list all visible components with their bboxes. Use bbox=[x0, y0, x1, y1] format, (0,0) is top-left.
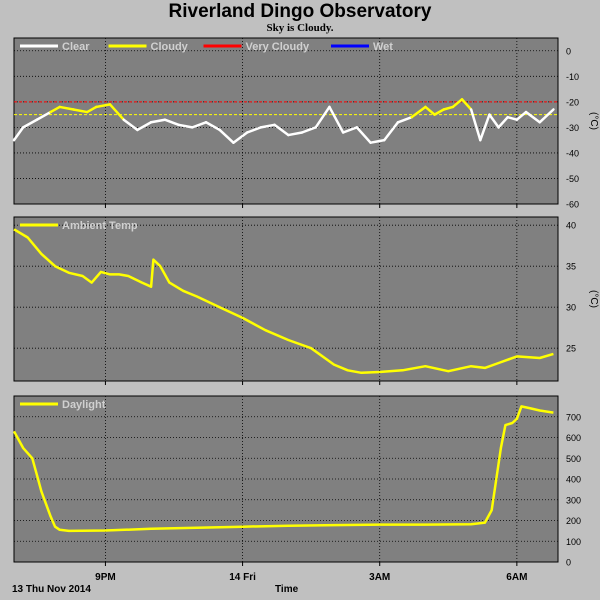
series-segment bbox=[479, 113, 491, 142]
series-segment bbox=[273, 123, 290, 137]
page-title: Riverland Dingo Observatory bbox=[168, 1, 432, 22]
y-tick-label: 35 bbox=[566, 262, 576, 272]
series-segment bbox=[218, 128, 235, 144]
y-tick-label: 400 bbox=[566, 475, 581, 485]
series-segment bbox=[204, 121, 221, 132]
x-axis-title: Time bbox=[275, 584, 299, 595]
y-tick-label: 300 bbox=[566, 495, 581, 505]
y-tick-label: 600 bbox=[566, 433, 581, 443]
series-segment bbox=[108, 103, 125, 121]
series-segment bbox=[469, 108, 482, 142]
y-tick-label: 30 bbox=[566, 303, 576, 313]
legend-label: Very Cloudy bbox=[246, 41, 310, 53]
series-line-daylight bbox=[12, 405, 554, 533]
y-tick-label: 25 bbox=[566, 344, 576, 354]
y-axis-label: (°C) bbox=[588, 290, 599, 308]
legend-label: Clear bbox=[62, 41, 90, 53]
series-segment bbox=[287, 131, 304, 137]
series-segment bbox=[95, 103, 112, 109]
series-segment bbox=[191, 121, 208, 129]
y-tick-label: -60 bbox=[566, 200, 579, 210]
series-segment bbox=[12, 126, 25, 142]
series-segment bbox=[442, 105, 455, 111]
legend-label: Wet bbox=[373, 41, 393, 53]
y-tick-label: 100 bbox=[566, 537, 581, 547]
series-segment bbox=[314, 105, 331, 129]
series-segment bbox=[451, 98, 464, 109]
y-axis-label: (°C) bbox=[588, 112, 599, 130]
series-segment bbox=[497, 115, 509, 129]
series-segment bbox=[49, 105, 61, 114]
legend-label: Cloudy bbox=[151, 41, 189, 53]
x-tick-label: 6AM bbox=[506, 572, 527, 583]
plot-area-sky bbox=[13, 37, 559, 205]
series-segment bbox=[515, 110, 528, 121]
y-tick-label: -10 bbox=[566, 72, 579, 82]
series-segment bbox=[232, 131, 249, 144]
series-segment bbox=[369, 138, 386, 144]
series-segment bbox=[177, 123, 194, 129]
legend-label: Ambient Temp bbox=[62, 220, 138, 232]
series-segment bbox=[122, 118, 139, 132]
series-segment bbox=[245, 126, 263, 134]
series-segment bbox=[72, 108, 89, 114]
series-segment bbox=[424, 105, 436, 116]
y-tick-label: -40 bbox=[566, 148, 579, 158]
series-segment bbox=[524, 110, 541, 124]
date-label: 13 Thu Nov 2014 bbox=[12, 584, 91, 595]
series-segment bbox=[433, 108, 445, 116]
series-segment bbox=[341, 126, 359, 134]
series-segment bbox=[396, 115, 413, 124]
series-segment bbox=[410, 105, 427, 119]
y-tick-label: -20 bbox=[566, 97, 579, 107]
series-segment bbox=[460, 98, 473, 111]
y-tick-label: 0 bbox=[566, 558, 571, 568]
series-segment bbox=[506, 115, 519, 121]
y-tick-label: 500 bbox=[566, 454, 581, 464]
plot-area-ambient bbox=[13, 216, 559, 382]
sky-status: Sky is Cloudy. bbox=[266, 22, 334, 34]
y-tick-label: 200 bbox=[566, 516, 581, 526]
series-line-ambient bbox=[13, 228, 554, 375]
y-tick-label: 40 bbox=[566, 221, 576, 231]
series-segment bbox=[259, 123, 276, 129]
y-tick-label: 700 bbox=[566, 412, 581, 422]
series-segment bbox=[488, 113, 500, 129]
y-tick-label: -30 bbox=[566, 123, 579, 133]
series-segment bbox=[538, 108, 555, 124]
x-tick-label: 14 Fri bbox=[229, 572, 256, 583]
series-segment bbox=[58, 105, 75, 111]
series-segment bbox=[149, 118, 167, 124]
y-tick-label: -50 bbox=[566, 174, 579, 184]
x-tick-label: 3AM bbox=[369, 572, 390, 583]
series-segment bbox=[21, 118, 39, 129]
series-segment bbox=[85, 105, 98, 114]
series-segment bbox=[163, 118, 180, 127]
series-segment bbox=[136, 121, 153, 132]
y-tick-label: 0 bbox=[566, 46, 571, 56]
series-segment bbox=[35, 110, 52, 121]
series-segment bbox=[328, 105, 345, 134]
legend-label: Daylight bbox=[62, 399, 106, 411]
series-segment bbox=[355, 126, 372, 144]
series-segment bbox=[383, 121, 400, 142]
series-segment bbox=[300, 126, 317, 134]
x-tick-label: 9PM bbox=[95, 572, 116, 583]
